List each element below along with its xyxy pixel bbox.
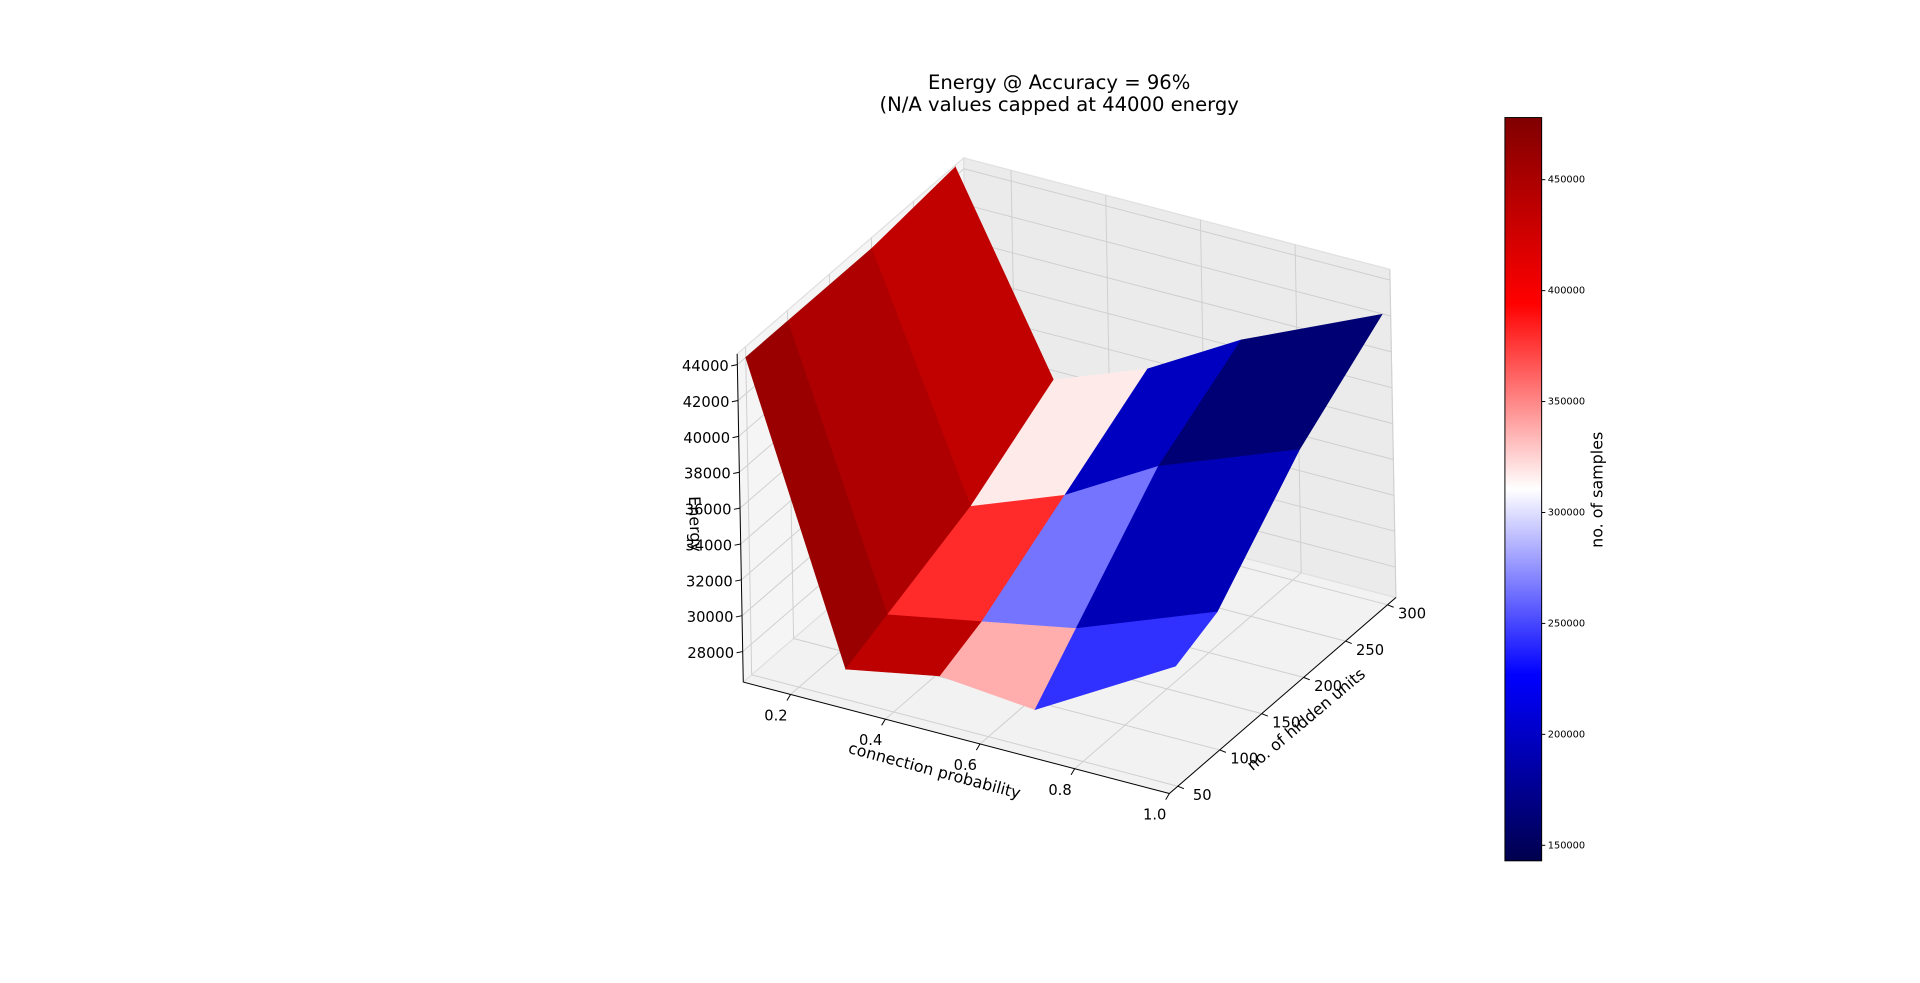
colorbar-tick-label: 300000 bbox=[1548, 507, 1585, 518]
x-tick-label: 0.6 bbox=[954, 757, 977, 774]
z-tick bbox=[735, 615, 743, 618]
colorbar bbox=[1504, 117, 1543, 862]
z-tick-label: 42000 bbox=[683, 394, 730, 411]
y-axis-line bbox=[1169, 597, 1397, 794]
z-tick-label: 38000 bbox=[684, 466, 731, 483]
grid-line bbox=[964, 204, 1391, 317]
x-tick-label: 0.8 bbox=[1048, 782, 1071, 799]
chart-subtitle: (N/A values capped at 44000 energy bbox=[880, 93, 1239, 116]
colorbar-tick-label: 450000 bbox=[1548, 175, 1585, 186]
y-tick bbox=[1177, 785, 1185, 790]
y-tick bbox=[1261, 713, 1268, 717]
z-tick bbox=[736, 651, 743, 654]
y-tick bbox=[1345, 640, 1352, 644]
colorbar-tick-label: 200000 bbox=[1548, 729, 1585, 740]
x-tick-label: 0.2 bbox=[764, 707, 787, 724]
y-tick-label: 150 bbox=[1272, 714, 1300, 731]
y-tick-label: 300 bbox=[1398, 606, 1426, 623]
y-tick bbox=[1387, 604, 1394, 608]
z-tick bbox=[731, 400, 739, 403]
z-tick-label: 34000 bbox=[685, 537, 732, 554]
z-axis-label: Energy bbox=[685, 496, 706, 552]
z-tick bbox=[734, 543, 741, 546]
grid-line bbox=[1074, 572, 1302, 770]
grid-line bbox=[745, 346, 753, 675]
x-tick-label: 0.4 bbox=[859, 732, 882, 749]
chart-title: Energy @ Accuracy = 96% bbox=[928, 71, 1190, 94]
z-tick-label: 36000 bbox=[685, 502, 732, 519]
z-axis-line bbox=[736, 353, 744, 683]
colorbar-tick-label: 250000 bbox=[1548, 618, 1585, 629]
x-tick-label: 1.0 bbox=[1143, 807, 1166, 824]
colorbar-label: no. of samples bbox=[1587, 432, 1606, 548]
x-tick bbox=[1165, 793, 1170, 800]
z-tick bbox=[732, 435, 739, 439]
x-tick bbox=[975, 743, 981, 751]
y-tick-label: 200 bbox=[1314, 678, 1342, 695]
y-tick-label: 100 bbox=[1230, 751, 1258, 768]
y-tick bbox=[1219, 749, 1227, 753]
z-tick-label: 30000 bbox=[687, 609, 734, 626]
y-tick-label: 250 bbox=[1356, 642, 1384, 659]
z-tick bbox=[731, 364, 738, 367]
y-tick-label: 50 bbox=[1193, 787, 1212, 804]
colorbar-tick-label: 350000 bbox=[1548, 397, 1585, 408]
y-tick bbox=[1303, 676, 1310, 681]
x-tick bbox=[786, 694, 792, 701]
x-tick bbox=[1070, 768, 1076, 776]
grid-line bbox=[1389, 269, 1397, 598]
z-tick-label: 44000 bbox=[682, 358, 729, 375]
plot-area: Energy @ Accuracy = 96% (N/A values capp… bbox=[682, 71, 1606, 862]
grid-line bbox=[751, 674, 1178, 787]
z-tick bbox=[733, 507, 741, 510]
colorbar-tick-label: 150000 bbox=[1548, 840, 1585, 851]
z-tick-label: 40000 bbox=[683, 430, 730, 447]
z-tick-label: 32000 bbox=[686, 573, 733, 590]
colorbar-tick-label: 400000 bbox=[1548, 286, 1585, 297]
x-axis-line bbox=[743, 681, 1170, 794]
z-tick bbox=[733, 471, 740, 474]
z-tick-label: 28000 bbox=[687, 645, 734, 662]
surface-face bbox=[1034, 611, 1218, 711]
z-tick bbox=[735, 579, 742, 582]
x-tick bbox=[881, 718, 886, 726]
grid-line bbox=[963, 168, 1391, 281]
